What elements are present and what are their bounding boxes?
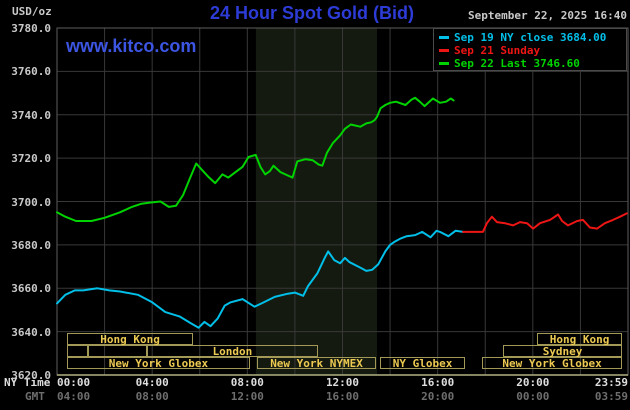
x-axis-tick-gmt: 04:00 — [57, 390, 91, 403]
session-box — [87, 345, 147, 357]
session-box-new-york-globex: New York Globex — [66, 357, 250, 369]
session-box — [66, 345, 88, 357]
y-axis-tick-label: 3620.0 — [11, 369, 51, 382]
legend-item-label: Sep 19 NY close 3684.00 — [454, 31, 607, 44]
session-box-sydney: Sydney — [503, 345, 623, 357]
x-axis-tick-ny: 12:00 — [325, 376, 360, 389]
legend-item: Sep 19 NY close 3684.00 — [434, 30, 626, 44]
session-box-london: London — [146, 345, 318, 357]
y-axis-tick-label: 3700.0 — [11, 195, 51, 209]
y-axis-tick-label: 3740.0 — [11, 108, 51, 122]
y-axis-tick-label: 3680.0 — [11, 238, 51, 252]
kitco-watermark-link[interactable]: www.kitco.com — [66, 36, 197, 56]
y-axis-tick-label: 3760.0 — [11, 65, 51, 79]
page-title: 24 Hour Spot Gold (Bid) — [210, 3, 414, 23]
price-series-line — [462, 212, 628, 233]
session-box-hong-kong: Hong Kong — [66, 333, 194, 345]
legend-item-label: Sep 22 Last 3746.60 — [454, 57, 580, 70]
x-axis-tick-ny: 00:00 — [57, 376, 91, 389]
legend-item-label: Sep 21 Sunday — [454, 44, 541, 57]
y-axis-tick-label: 3780.0 — [11, 22, 51, 35]
x-axis-tick-ny: 20:00 — [516, 376, 550, 389]
session-box-hong-kong: Hong Kong — [537, 333, 623, 345]
x-axis-tick-gmt: 08:00 — [135, 390, 169, 403]
y-axis-tick-label: 3640.0 — [11, 325, 51, 339]
legend-dash-icon — [439, 49, 449, 52]
x-axis-tick-ny: 08:00 — [230, 376, 264, 389]
session-box-ny-globex: NY Globex — [380, 357, 465, 369]
legend-item: Sep 21 Sunday — [434, 43, 626, 57]
session-box-new-york-globex: New York Globex — [482, 357, 623, 369]
legend-dash-icon — [439, 62, 449, 65]
x-axis-tick-ny: 23:59 — [594, 376, 628, 389]
y-axis-unit-label: USD/oz — [12, 5, 52, 18]
x-axis-tick-ny: 16:00 — [421, 376, 455, 389]
x-axis-tick-ny: 04:00 — [135, 376, 169, 389]
x-axis-tick-gmt: 16:00 — [325, 390, 360, 403]
session-box-new-york-nymex: New York NYMEX — [257, 357, 377, 369]
price-series-line — [56, 96, 455, 222]
y-axis-tick-label: 3720.0 — [11, 152, 51, 166]
legend-dash-icon — [439, 36, 449, 39]
x-axis-tick-gmt: 20:00 — [421, 390, 455, 403]
legend: Sep 19 NY close 3684.00 Sep 21 Sunday Sep … — [433, 28, 627, 71]
price-series-line — [56, 229, 465, 329]
gmt-axis-label: GMT — [25, 390, 45, 403]
x-axis-tick-gmt: 12:00 — [230, 390, 264, 403]
y-axis-tick-label: 3660.0 — [11, 282, 51, 296]
ny-time-axis-label: NY Time — [4, 376, 51, 389]
x-axis-tick-gmt: 00:00 — [516, 390, 550, 403]
chart-datetime: September 22, 2025 16:40 — [468, 9, 627, 22]
legend-item: Sep 22 Last 3746.60 — [434, 56, 626, 70]
x-axis-tick-gmt: 03:59 — [594, 390, 628, 403]
